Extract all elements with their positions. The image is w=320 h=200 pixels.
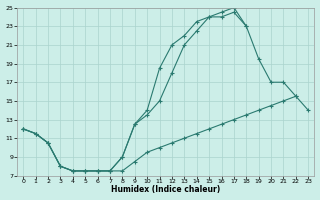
X-axis label: Humidex (Indice chaleur): Humidex (Indice chaleur) bbox=[111, 185, 220, 194]
